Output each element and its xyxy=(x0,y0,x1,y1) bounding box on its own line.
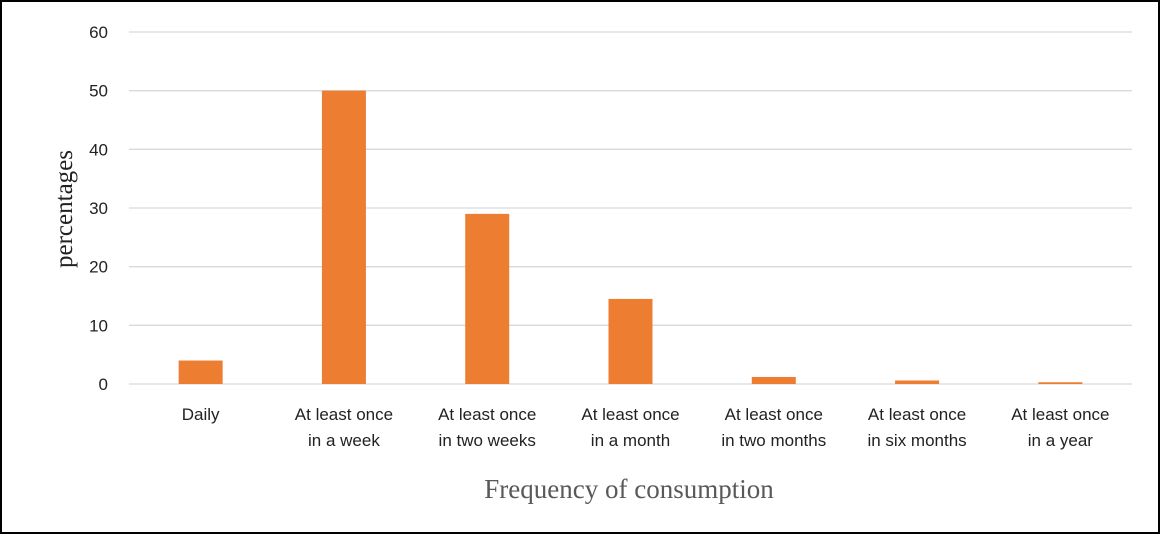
bar xyxy=(178,360,223,384)
x-category-label: At least once xyxy=(438,405,536,424)
x-category-label: in a month xyxy=(591,431,670,450)
y-axis-ticks: 0 10 20 30 40 50 60 xyxy=(89,23,108,394)
bar xyxy=(751,376,796,384)
y-tick-label: 0 xyxy=(99,375,108,394)
x-category-label: At least once xyxy=(1011,405,1109,424)
bar xyxy=(608,298,653,384)
x-category-label: Daily xyxy=(182,405,220,424)
x-axis-title: Frequency of consumption xyxy=(484,474,774,504)
x-category-label: At least once xyxy=(581,405,679,424)
y-tick-label: 40 xyxy=(89,140,108,159)
x-category-label: At least once xyxy=(295,405,393,424)
y-tick-label: 30 xyxy=(89,199,108,218)
x-axis-categories: Daily At least once in a week At least once… xyxy=(182,405,1110,450)
bar xyxy=(321,90,366,385)
x-category-label: in two months xyxy=(721,431,826,450)
y-axis-title: percentages xyxy=(51,150,78,268)
x-category-label: in two weeks xyxy=(439,431,536,450)
y-tick-label: 10 xyxy=(89,316,108,335)
x-category-label: At least once xyxy=(725,405,823,424)
gridlines xyxy=(129,31,1132,385)
bar xyxy=(1038,382,1083,384)
bar xyxy=(465,213,510,384)
y-tick-label: 20 xyxy=(89,258,108,277)
y-tick-label: 60 xyxy=(89,23,108,42)
bars xyxy=(178,90,1083,385)
x-category-label: in a year xyxy=(1028,431,1094,450)
bar xyxy=(895,380,940,384)
x-category-label: in six months xyxy=(867,431,966,450)
x-category-label: At least once xyxy=(868,405,966,424)
x-category-label: in a week xyxy=(308,431,380,450)
y-tick-label: 50 xyxy=(89,82,108,101)
